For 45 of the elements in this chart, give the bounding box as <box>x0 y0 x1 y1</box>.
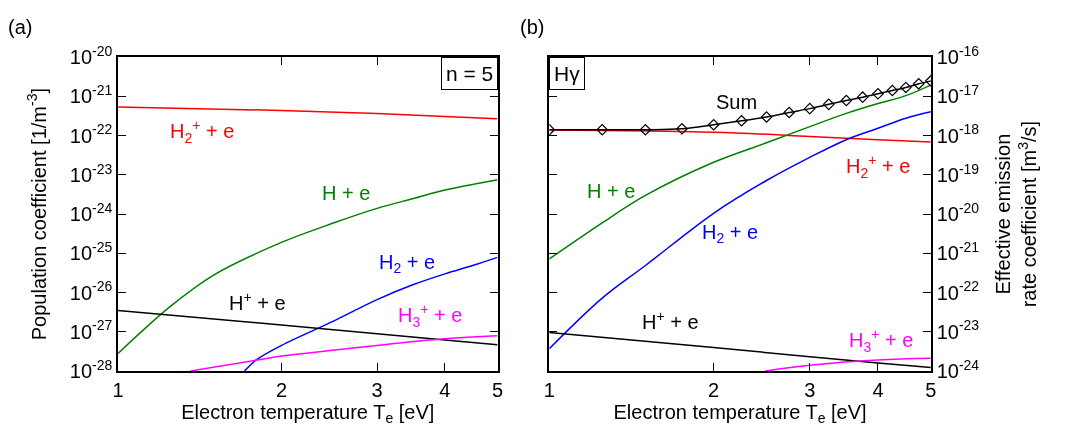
x-tick-label: 2 <box>708 378 720 401</box>
y-tick-label: 10$^{-21}$ <box>936 238 980 265</box>
annotation: n = 5 <box>446 62 494 85</box>
y-tick-label: 10$^{-23}$ <box>69 160 113 186</box>
series-label: H$_{3}$$^{+}$ + e <box>849 326 914 355</box>
x-tick-label: 3 <box>371 378 383 401</box>
y-tick-label: 10$^{-24}$ <box>69 199 113 226</box>
y-tick-label: 10$^{-18}$ <box>936 121 980 147</box>
series-label: H$_{2}$$^{+}$ + e <box>846 152 911 181</box>
y-tick-label: 10$^{-22}$ <box>936 278 980 304</box>
x-tick-label: 3 <box>804 378 816 401</box>
chart-title: (b) <box>520 16 545 38</box>
series-label: H$_{2}$ + e <box>702 221 759 247</box>
x-tick-label: 5 <box>925 378 937 401</box>
y-tick-label: 10$^{-23}$ <box>936 317 980 343</box>
x-tick-label: 2 <box>275 378 288 401</box>
y-tick-label: 10$^{-26}$ <box>69 278 113 304</box>
y-tick-label: 10$^{-24}$ <box>936 356 980 382</box>
series-label: Sum <box>716 91 758 113</box>
series-label: H + e <box>322 182 371 204</box>
series-label: H$_{2}$ + e <box>379 251 436 277</box>
x-tick-label: 1 <box>112 378 124 401</box>
series-label: H + e <box>587 180 636 202</box>
series-label: H$_{3}$$^{+}$ + e <box>398 301 463 330</box>
x-axis-title: Electron temperature T$_{e}$ [eV] <box>181 400 435 426</box>
y-tick-label: 10$^{-27}$ <box>69 317 113 343</box>
y-tick-label: 10$^{-17}$ <box>936 82 980 108</box>
y-tick-label: 10$^{-28}$ <box>69 356 113 382</box>
x-tick-label: 5 <box>491 378 504 401</box>
chart-title: (a) <box>8 16 33 38</box>
x-tick-label: 4 <box>872 378 884 401</box>
series-label: H$^{+}$ + e <box>642 308 699 334</box>
x-axis-title: Electron temperature T$_{e}$ [eV] <box>613 400 867 426</box>
y-tick-label: 10$^{-22}$ <box>69 121 113 147</box>
x-tick-label: 4 <box>439 378 451 401</box>
y-tick-label: 10$^{-21}$ <box>69 82 113 108</box>
y-tick-label: 10$^{-16}$ <box>936 42 980 69</box>
y-tick-label: 10$^{-19}$ <box>936 160 980 186</box>
series-label: H$_{2}$$^{+}$ + e <box>170 117 235 146</box>
y-tick-label: 10$^{-20}$ <box>69 42 113 69</box>
series-label: H$^{+}$ + e <box>229 289 286 315</box>
y-tick-label: 10$^{-20}$ <box>936 199 980 226</box>
x-tick-label: 1 <box>543 378 555 401</box>
y-tick-label: 10$^{-25}$ <box>69 238 113 265</box>
annotation: Hγ <box>554 62 581 85</box>
